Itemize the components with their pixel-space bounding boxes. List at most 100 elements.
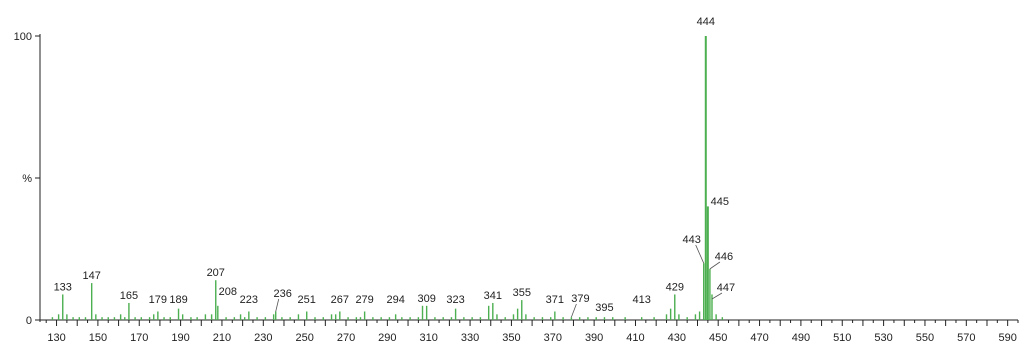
peak-bar-179 bbox=[157, 311, 159, 320]
peak-bar-431 bbox=[678, 314, 680, 320]
peak-bar-445 bbox=[706, 206, 709, 320]
x-tick-label-390: 390 bbox=[585, 332, 603, 344]
peak-bar-429 bbox=[674, 294, 676, 320]
peak-bar-231 bbox=[264, 317, 267, 320]
peak-bar-263 bbox=[330, 314, 333, 320]
x-tick-label-570: 570 bbox=[957, 332, 975, 344]
x-tick-label-270: 270 bbox=[337, 332, 355, 344]
peak-bar-235 bbox=[272, 314, 275, 320]
peak-bar-161 bbox=[119, 314, 122, 320]
x-tick-label-470: 470 bbox=[750, 332, 768, 344]
peak-label-445: 445 bbox=[711, 196, 729, 208]
peak-label-207: 207 bbox=[207, 267, 225, 279]
peak-leader-group bbox=[275, 244, 723, 318]
peak-bar-351 bbox=[512, 314, 515, 320]
x-tick-label-170: 170 bbox=[130, 332, 148, 344]
peak-label-165: 165 bbox=[120, 290, 138, 302]
peak-bar-147 bbox=[90, 283, 93, 320]
peak-bar-239 bbox=[281, 317, 283, 320]
peak-bar-369 bbox=[550, 317, 552, 320]
peak-bar-135 bbox=[66, 314, 68, 320]
peak-bar-341 bbox=[492, 302, 494, 320]
x-tick-label-190: 190 bbox=[171, 332, 189, 344]
peak-bar-189 bbox=[177, 308, 180, 320]
peak-bar-361 bbox=[533, 317, 535, 320]
x-tick-label-130: 130 bbox=[47, 332, 65, 344]
peak-bar-365 bbox=[541, 317, 544, 320]
peak-label-323: 323 bbox=[446, 294, 464, 306]
peak-bar-279 bbox=[363, 311, 366, 320]
y-axis-unit-label: % bbox=[22, 173, 32, 185]
x-tick-label-410: 410 bbox=[626, 332, 644, 344]
peak-bar-128 bbox=[51, 317, 54, 320]
peak-label-208: 208 bbox=[219, 286, 237, 298]
peak-label-355: 355 bbox=[513, 287, 531, 299]
peak-bar-221 bbox=[243, 317, 246, 320]
peak-bar-347 bbox=[504, 317, 506, 320]
peak-bar-291 bbox=[388, 317, 391, 320]
peak-bar-447 bbox=[711, 294, 713, 320]
peak-bar-267 bbox=[339, 311, 341, 320]
peak-bars-group bbox=[51, 36, 724, 320]
peak-label-251: 251 bbox=[298, 294, 316, 306]
peak-bar-216 bbox=[233, 317, 236, 320]
peak-bar-327 bbox=[463, 317, 465, 320]
y-tick-label-0: 0 bbox=[26, 315, 32, 327]
x-tick-label-590: 590 bbox=[998, 332, 1016, 344]
peak-leader-443 bbox=[695, 244, 705, 264]
peak-bar-163 bbox=[124, 317, 126, 320]
x-tick-label-150: 150 bbox=[89, 332, 107, 344]
peak-bar-427 bbox=[669, 308, 672, 320]
peak-label-395: 395 bbox=[595, 302, 613, 314]
peak-label-223: 223 bbox=[240, 294, 258, 306]
x-tick-label-330: 330 bbox=[461, 332, 479, 344]
peak-bar-391 bbox=[595, 317, 597, 320]
x-tick-label-490: 490 bbox=[792, 332, 810, 344]
peak-bar-321 bbox=[450, 317, 453, 320]
peak-bar-399 bbox=[612, 317, 614, 320]
peak-bar-353 bbox=[516, 308, 519, 320]
x-tick-label-370: 370 bbox=[544, 332, 562, 344]
peak-bar-177 bbox=[153, 314, 155, 320]
peak-label-309: 309 bbox=[417, 293, 435, 305]
peak-label-147: 147 bbox=[83, 270, 101, 282]
peak-bar-387 bbox=[587, 317, 589, 320]
peak-bar-144 bbox=[84, 317, 87, 320]
x-tick-label-310: 310 bbox=[420, 332, 438, 344]
peak-bar-301 bbox=[409, 317, 411, 320]
x-tick-label-230: 230 bbox=[254, 332, 272, 344]
peak-bar-441 bbox=[698, 311, 701, 320]
peak-bar-138 bbox=[72, 317, 74, 320]
x-tick-label-510: 510 bbox=[833, 332, 851, 344]
peak-bar-175 bbox=[148, 317, 151, 320]
peak-bar-236 bbox=[275, 311, 277, 320]
peak-label-379: 379 bbox=[571, 293, 589, 305]
x-tick-label-350: 350 bbox=[502, 332, 520, 344]
peak-bar-449 bbox=[715, 314, 717, 320]
peak-label-444: 444 bbox=[697, 16, 715, 28]
peak-bar-297 bbox=[401, 317, 403, 320]
peak-label-294: 294 bbox=[386, 294, 404, 306]
peak-label-341: 341 bbox=[484, 290, 502, 302]
peak-label-236: 236 bbox=[274, 288, 292, 300]
y-tick-label-100: 100 bbox=[14, 31, 32, 43]
x-tick-group bbox=[45, 320, 1019, 326]
peak-label-279: 279 bbox=[355, 294, 373, 306]
peak-bar-395 bbox=[603, 317, 606, 320]
peak-bar-133 bbox=[62, 294, 64, 320]
peak-bar-259 bbox=[322, 317, 324, 320]
peak-bar-413 bbox=[640, 317, 643, 320]
peak-bar-171 bbox=[140, 317, 143, 320]
x-tick-label-430: 430 bbox=[668, 332, 686, 344]
peak-bar-185 bbox=[169, 317, 171, 320]
peak-bar-275 bbox=[355, 317, 358, 320]
x-tick-label-250: 250 bbox=[295, 332, 313, 344]
peak-bar-446 bbox=[709, 268, 711, 320]
peak-bar-287 bbox=[380, 317, 382, 320]
peak-label-447: 447 bbox=[717, 282, 735, 294]
peak-bar-435 bbox=[686, 317, 688, 320]
peak-bar-405 bbox=[624, 317, 626, 320]
peak-bar-208 bbox=[217, 305, 219, 320]
